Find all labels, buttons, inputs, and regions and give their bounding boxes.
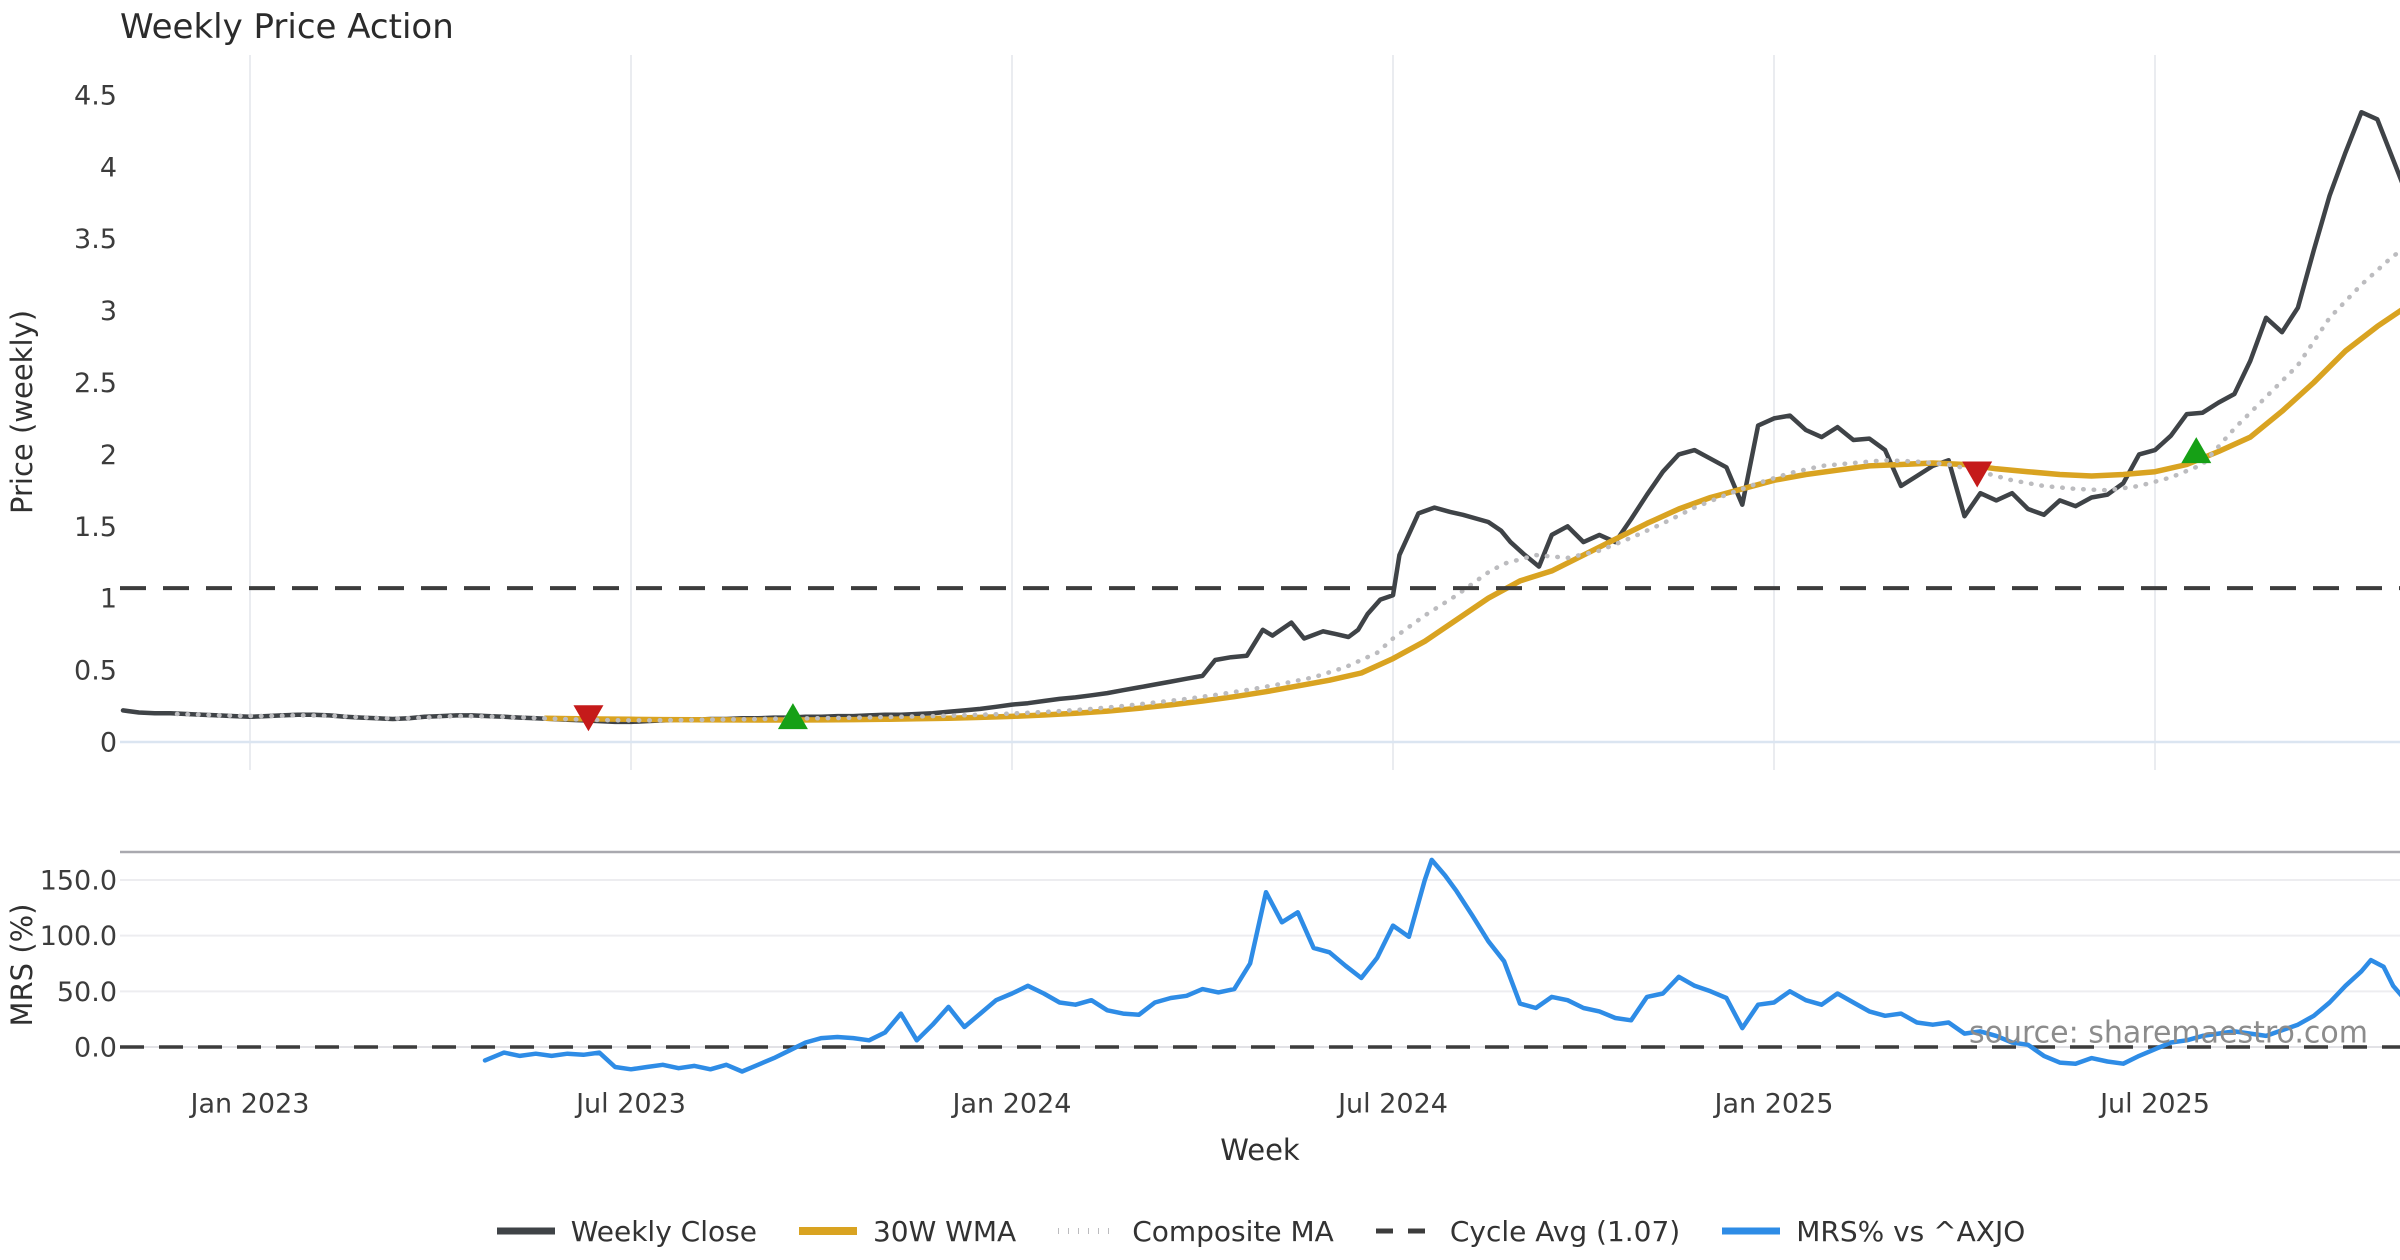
- legend-swatch-line: [496, 1227, 555, 1235]
- legend-label: 30W WMA: [872, 1214, 1017, 1248]
- week-axis-label: Week: [1220, 1133, 1300, 1167]
- legend-item-cycle-avg-1-07[interactable]: Cycle Avg (1.07): [1374, 1215, 1680, 1248]
- price-ytick-label: 0.5: [74, 656, 117, 687]
- buy-signal-marker: [777, 703, 808, 730]
- chart-legend: Weekly Close 30W WMA Composite MA Cycle Avg…: [120, 1208, 2400, 1254]
- gridlines-layer: [120, 55, 2400, 1048]
- wma-30w-line: [542, 307, 2400, 723]
- xtick-label: Jan 2024: [951, 1088, 1072, 1119]
- sell-signal-marker: [1962, 461, 1993, 488]
- legend-label: MRS% vs ^AXJO: [1796, 1214, 2026, 1248]
- price-ytick-label: 2: [100, 440, 117, 471]
- mrs-ytick-label: 0.0: [74, 1032, 117, 1063]
- source-note: source: sharemaestro.com: [1969, 1016, 2368, 1051]
- price-ytick-label: 1.5: [74, 512, 117, 543]
- legend-item-composite-ma[interactable]: Composite MA: [1056, 1215, 1334, 1248]
- chart-title: Weekly Price Action: [120, 7, 454, 47]
- xtick-label: Jul 2025: [2098, 1088, 2210, 1119]
- xtick-label: Jan 2023: [189, 1088, 310, 1119]
- mrs-ytick-label: 100.0: [40, 921, 117, 952]
- xtick-label: Jan 2025: [1713, 1088, 1834, 1119]
- sell-signal-marker: [573, 705, 604, 732]
- price-ytick-label: 2.5: [74, 368, 117, 399]
- legend-item-30w-wma[interactable]: 30W WMA: [797, 1215, 1016, 1248]
- buy-signal-marker: [2181, 437, 2212, 464]
- legend-swatch-line: [1375, 1228, 1434, 1234]
- legend-item-mrs-vs-axjo[interactable]: MRS% vs ^AXJO: [1720, 1215, 2025, 1248]
- price-ytick-label: 4.5: [74, 80, 117, 111]
- price-axis-label: Price (weekly): [5, 310, 39, 514]
- xtick-label: Jul 2024: [1336, 1088, 1448, 1119]
- mrs-ytick-label: 150.0: [40, 865, 117, 896]
- series-layer: [120, 109, 2400, 1074]
- xtick-label: Jul 2023: [574, 1088, 686, 1119]
- mrs-line: [482, 857, 2400, 1074]
- legend-label: Cycle Avg (1.07): [1449, 1214, 1681, 1248]
- legend-swatch-line: [798, 1227, 857, 1235]
- price-ytick-label: 1: [100, 584, 117, 615]
- legend-label: Weekly Close: [570, 1214, 757, 1248]
- mrs-axis-label: MRS (%): [5, 904, 39, 1027]
- legend-label: Composite MA: [1132, 1214, 1334, 1248]
- legend-swatch-line: [1722, 1227, 1781, 1235]
- weekly-close-line: [120, 109, 2400, 725]
- price-ytick-label: 3: [100, 296, 117, 327]
- legend-item-weekly-close[interactable]: Weekly Close: [495, 1215, 757, 1248]
- price-ytick-label: 3.5: [74, 224, 117, 255]
- legend-swatch-line: [1058, 1228, 1117, 1234]
- composite-ma-line: [174, 249, 2400, 723]
- mrs-ytick-label: 50.0: [57, 977, 117, 1008]
- price-ytick-label: 0: [100, 727, 117, 758]
- trade-markers-layer: [573, 437, 2212, 732]
- price-ytick-label: 4: [100, 152, 117, 183]
- tick-labels-layer: 0 0.5 1 1.5 2 2.5 3 3.5 4 4.5 0.0 50.0 100.0 150.0 Jan…: [40, 80, 2210, 1119]
